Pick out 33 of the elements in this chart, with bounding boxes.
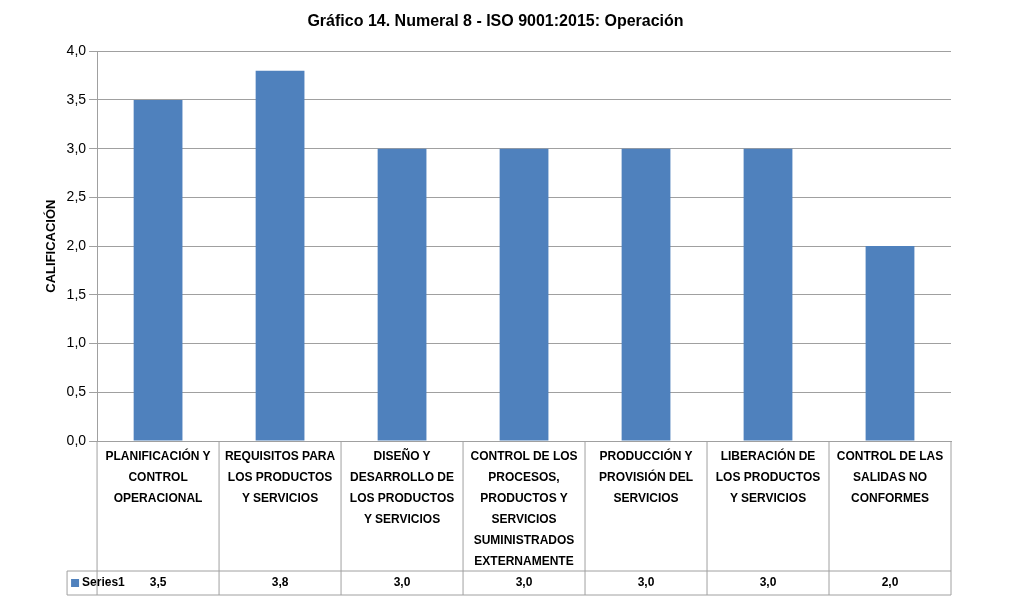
- x-tick-label: REQUISITOS PARA LOS PRODUCTOS Y SERVICIOS: [224, 449, 336, 506]
- bar: [133, 99, 183, 441]
- y-tick-label: 2,0: [66, 236, 87, 253]
- x-tick-label: CONTROL DE LAS SALIDAS NO CONFORMES: [836, 449, 944, 506]
- y-tick-label: 3,0: [66, 139, 87, 156]
- bar: [621, 148, 671, 441]
- bar: [377, 148, 427, 441]
- x-tick-label: LIBERACIÓN DE LOS PRODUCTOS Y SERVICIOS: [715, 448, 821, 506]
- legend-label: Series1: [82, 575, 126, 590]
- data-label: 2,0: [881, 575, 899, 590]
- data-label: 3,0: [393, 575, 411, 590]
- data-label: 3,0: [759, 575, 777, 590]
- y-tick-label: 1,0: [66, 334, 87, 351]
- data-label: 3,0: [515, 575, 533, 590]
- y-tick-label: 2,5: [66, 188, 87, 205]
- data-label: 3,0: [637, 575, 655, 590]
- bar: [865, 246, 915, 441]
- y-axis-title: CALIFICACIÓN: [43, 199, 59, 293]
- y-tick-label: 1,5: [66, 285, 87, 302]
- y-tick-label: 0,5: [66, 383, 87, 400]
- data-label: 3,8: [271, 575, 289, 590]
- bar: [255, 70, 305, 441]
- data-label: 3,5: [149, 575, 167, 590]
- y-tick-label: 4,0: [66, 42, 87, 59]
- x-tick-label: CONTROL DE LOS PROCESOS, PRODUCTOS Y SERVICIOS SUMINISTRADOS EXTERNAMENTE: [470, 449, 578, 569]
- x-tick-label: DISEÑO Y DESARROLLO DE LOS PRODUCTOS Y SERVICIOS: [349, 448, 455, 527]
- y-tick-label: 3,5: [66, 90, 87, 107]
- chart-title: Gráfico 14. Numeral 8 - ISO 9001:2015: Operación: [307, 12, 684, 30]
- y-tick-label: 0,0: [66, 431, 87, 448]
- x-tick-label: PLANIFICACIÓN Y CONTROL OPERACIONAL: [105, 448, 211, 506]
- bar: [499, 148, 549, 441]
- bar: [743, 148, 793, 441]
- x-tick-label: PRODUCCIÓN Y PROVISIÓN DEL SERVICIOS: [599, 448, 694, 506]
